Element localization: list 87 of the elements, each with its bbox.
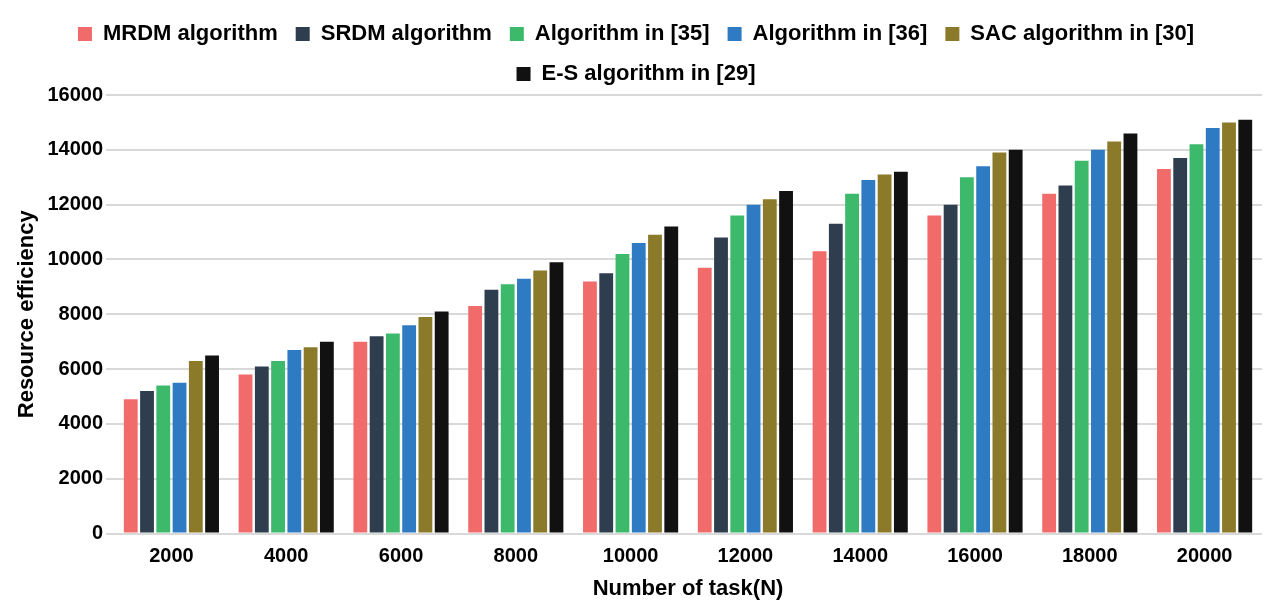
legend-label: SAC algorithm in [30] [970,20,1195,46]
bar [319,341,334,533]
bar [1042,193,1057,533]
bar [271,360,285,533]
bar [434,311,449,533]
bar [238,374,253,533]
bar [861,179,876,533]
bar [418,317,433,533]
x-tick-label: 12000 [717,544,774,567]
bar [172,382,187,533]
legend-label: MRDM algorithm [102,20,278,46]
bar [1238,119,1253,533]
bar [353,341,368,533]
bar [1008,149,1023,533]
bar [927,215,942,533]
legend-label: E-S algorithm in [29] [541,60,756,86]
bar [877,174,892,533]
bar [1123,133,1138,533]
bar [779,190,793,533]
bar [156,385,171,533]
bar [140,391,154,533]
bar [992,152,1007,533]
bar [648,234,662,533]
y-tick-label: 14000 [47,137,104,160]
bar [205,355,219,533]
bar [845,193,859,533]
bar [631,243,646,533]
x-tick-label: 2000 [149,544,194,567]
bar [615,253,630,533]
legend-label: Algorithm in [35] [534,20,710,46]
bar [287,349,302,533]
bar [1091,149,1105,533]
bar [1205,127,1220,533]
y-tick-label: 16000 [47,82,104,105]
bar [893,171,908,533]
bar [1107,141,1122,533]
y-tick-label: 4000 [58,411,104,434]
bar [943,204,958,533]
bar [697,267,712,533]
bar [1189,144,1204,533]
bar [254,366,269,533]
bar [1222,122,1236,533]
x-tick-label: 8000 [493,544,539,567]
y-tick-label: 6000 [58,356,104,379]
legend-label: SRDM algorithm [320,20,492,46]
x-tick-label: 14000 [832,544,889,567]
bar [468,306,483,533]
y-tick-label: 10000 [47,246,104,269]
bar [828,223,843,533]
x-tick-label: 20000 [1176,544,1233,567]
bar [303,347,318,533]
bar [500,284,515,533]
x-tick-label: 18000 [1061,544,1118,567]
bar [1157,169,1171,533]
bar [1058,185,1073,533]
bar [812,251,827,533]
x-axis-title: Number of task(N) [592,574,784,600]
bar [976,166,991,533]
x-tick-label: 16000 [947,544,1003,567]
bar [762,199,777,533]
y-tick-label: 12000 [47,192,104,215]
bar [188,360,203,533]
bar [549,262,564,533]
x-tick-label: 10000 [602,544,659,567]
bar [664,226,679,533]
bar [959,177,974,533]
y-tick-label: 8000 [58,301,104,324]
x-tick-label: 4000 [263,544,309,567]
bar [583,281,597,533]
x-tick-label: 6000 [378,544,424,567]
bar [730,215,745,533]
y-axis-title: Resource efficiency [13,209,39,419]
legend-label: Algorithm in [36] [752,20,928,46]
y-tick-label: 2000 [58,466,104,489]
bar [402,325,417,533]
bar [369,336,384,533]
bar [1173,158,1188,533]
y-tick-label: 0 [91,521,104,544]
bar [484,289,499,533]
bar [599,273,614,533]
bar [123,399,138,533]
bar [517,278,531,533]
bar [1074,160,1089,533]
bar [385,333,400,533]
bar [533,270,548,533]
bar [746,204,761,533]
bar [714,237,728,533]
